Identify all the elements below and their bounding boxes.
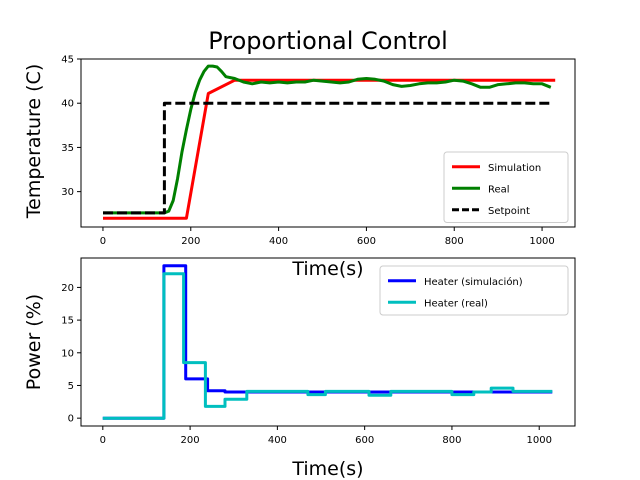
- x-tick-label: 1000: [529, 236, 554, 247]
- legend-entry-label: Heater (simulación): [424, 276, 523, 288]
- legend: Simulation Real Setpoint: [443, 151, 569, 223]
- series-line-setpoint: [103, 101, 553, 215]
- x-axis-label: Time(s): [291, 458, 363, 480]
- y-tick-label: 20: [61, 283, 74, 294]
- temperature-plot-area: 0 200 400 600 800 100030354045SimulationRealS…: [61, 55, 576, 247]
- series-line-simulation: [103, 78, 556, 220]
- y-tick-label: 45: [61, 55, 74, 66]
- x-axis-label: Time(s): [291, 258, 363, 280]
- series-line-heater-real-: [102, 272, 553, 420]
- y-tick-label: 0: [68, 414, 74, 425]
- legend-box: [443, 151, 569, 223]
- legend-entry-label: Simulation: [488, 163, 541, 174]
- y-tick-label: 10: [61, 348, 74, 359]
- power-plot-area: 0 200 400 600 800 1000 0 5 10 15 20 Heater (simulac…: [61, 257, 576, 446]
- y-axis-label: Power (%): [23, 294, 45, 390]
- chart-title: Proportional Control: [208, 27, 448, 55]
- x-tick-label: 1000: [526, 435, 551, 446]
- x-tick-label: 200: [181, 435, 200, 446]
- x-tick-label: 800: [442, 435, 461, 446]
- x-tick-label: 400: [269, 236, 288, 247]
- legend-entry-label: Real: [488, 184, 510, 195]
- x-tick-label: 600: [357, 236, 376, 247]
- legend: Heater (simulación) Heater (real): [379, 265, 569, 316]
- y-tick-label: 30: [61, 187, 74, 198]
- power-chart: 0 200 400 600 800 1000 0 5 10 15 20 Heater (simulac…: [23, 257, 576, 480]
- x-tick-label: 0: [100, 236, 106, 247]
- y-tick-label: 40: [61, 99, 74, 110]
- temperature-chart: Proportional Control 0 200 400 600 800 1000 30…: [23, 27, 576, 280]
- x-tick-label: 800: [445, 236, 464, 247]
- x-tick-label: 400: [268, 435, 287, 446]
- x-tick-label: 200: [181, 236, 200, 247]
- legend-box: [379, 265, 569, 316]
- y-tick-label: 15: [61, 316, 74, 327]
- y-tick-label: 35: [61, 143, 74, 154]
- axes-frame: [80, 58, 576, 228]
- y-axis-label: Temperature (C): [23, 64, 45, 220]
- series-line-real: [103, 64, 552, 215]
- x-tick-label: 600: [355, 435, 374, 446]
- legend-entry-label: Setpoint: [488, 206, 530, 217]
- x-tick-label: 0: [100, 435, 106, 446]
- axes-frame: [80, 257, 576, 427]
- y-tick-label: 5: [68, 381, 74, 392]
- legend-entry-label: Heater (real): [424, 298, 488, 309]
